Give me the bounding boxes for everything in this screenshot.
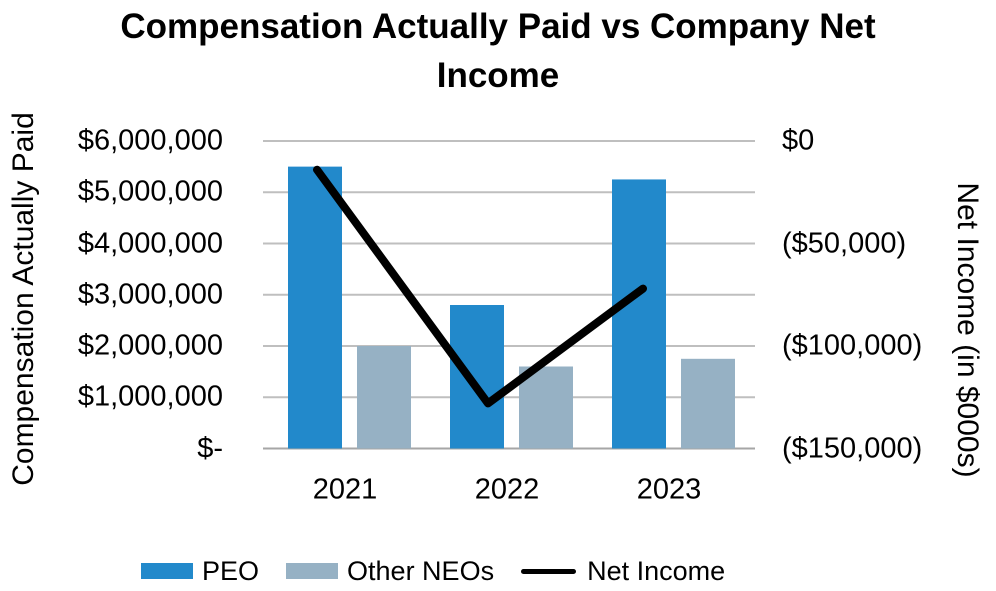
bar-other-neos-2023 [681, 358, 735, 449]
left-axis-tick: $5,000,000 [77, 175, 223, 208]
x-axis-label-2023: 2023 [636, 473, 702, 506]
legend-label: Other NEOs [347, 555, 495, 586]
left-axis-tick: $- [197, 432, 223, 464]
right-axis-tick: ($150,000) [782, 432, 923, 464]
legend-label: Net Income [587, 555, 726, 586]
right-axis-tick: ($50,000) [782, 227, 907, 259]
left-axis-tick: $6,000,000 [77, 124, 223, 157]
right-axis-tick: $0 [782, 124, 815, 157]
bar-peo-2021 [288, 166, 342, 449]
bar-peo-2022 [450, 305, 504, 449]
legend: PEO Other NEOs Net Income [141, 555, 726, 586]
left-axis-tick: $3,000,000 [77, 278, 223, 311]
x-axis-label-2022: 2022 [474, 473, 540, 506]
left-axis-tick: $4,000,000 [77, 227, 223, 259]
legend-label: PEO [202, 555, 260, 586]
x-axis-label-2021: 2021 [312, 473, 378, 506]
left-axis-tick: $2,000,000 [77, 329, 223, 362]
chart-title: Compensation Actually Paid vs Company Ne… [120, 7, 876, 95]
legend-color-swatch [286, 563, 339, 579]
legend-line-marker [521, 568, 577, 574]
right-axis-tick: ($100,000) [782, 329, 923, 362]
legend-color-swatch [141, 563, 193, 579]
bar-other-neos-2021 [357, 346, 411, 449]
bar-peo-2023 [612, 179, 666, 449]
bar-other-neos-2022 [519, 366, 573, 449]
line-net-income [313, 165, 647, 408]
legend-item-other-neos: Other NEOs [286, 555, 495, 586]
left-axis-tick: $1,000,000 [77, 380, 223, 413]
legend-item-net-income: Net Income [521, 555, 726, 586]
legend-item-peo: PEO [141, 555, 260, 586]
